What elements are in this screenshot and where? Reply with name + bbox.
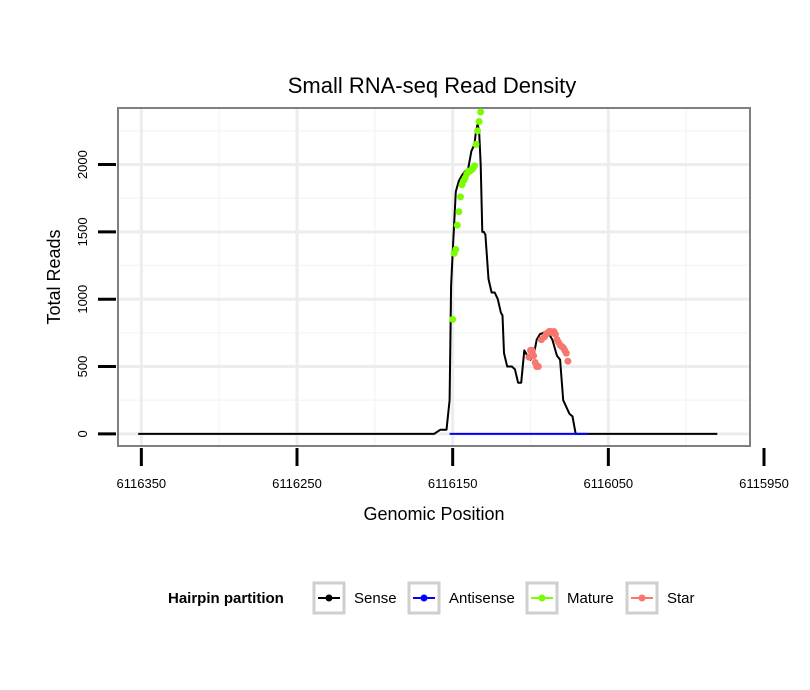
- y-tick-label: 0: [75, 430, 90, 437]
- mature-point: [471, 162, 478, 170]
- legend-item-mature: Mature: [525, 581, 614, 615]
- star-point: [551, 330, 559, 338]
- y-tick-label: 1500: [75, 217, 90, 246]
- x-tick-label: 6116050: [584, 476, 634, 491]
- legend-key-point: [420, 594, 428, 602]
- y-axis-label: Total Reads: [44, 229, 64, 324]
- mature-point: [455, 208, 463, 216]
- star-point: [528, 346, 536, 354]
- legend-label: Sense: [354, 590, 397, 607]
- legend-label: Mature: [567, 590, 614, 607]
- mature-point: [477, 108, 485, 116]
- mature-point: [474, 127, 482, 135]
- mature-point: [472, 140, 480, 148]
- chart-title: Small RNA-seq Read Density: [288, 73, 577, 98]
- star-point: [562, 349, 570, 357]
- x-tick-label: 6116250: [272, 476, 322, 491]
- star-point: [564, 357, 572, 365]
- star-point: [530, 352, 538, 360]
- mature-point: [453, 221, 461, 229]
- mature-point: [449, 315, 457, 323]
- legend-key-point: [638, 594, 646, 602]
- y-tick-label: 500: [75, 356, 90, 378]
- star-point: [534, 363, 542, 370]
- sense-line: [138, 123, 718, 435]
- legend-item-sense: Sense: [312, 581, 397, 615]
- mature-point: [457, 193, 464, 201]
- legend-item-star: Star: [625, 581, 695, 615]
- legend-item-antisense: Antisense: [407, 581, 515, 615]
- legend-key-point: [325, 594, 333, 602]
- x-tick-label: 6116150: [428, 476, 478, 491]
- legend-key-point: [538, 594, 546, 602]
- x-tick-label: 6115950: [739, 476, 789, 491]
- axes: 6116350 6116250 6116150 6116050 6115950 0 500 1…: [75, 150, 789, 491]
- mature-point: [452, 245, 460, 253]
- x-tick-label: 6116350: [117, 476, 167, 491]
- legend-title: Hairpin partition: [168, 590, 284, 607]
- data-series: [138, 108, 718, 435]
- x-axis-label: Genomic Position: [363, 504, 504, 524]
- legend: Hairpin partition Sense Antisense Mature St…: [168, 581, 695, 615]
- gridlines: [118, 108, 750, 446]
- legend-label: Antisense: [449, 590, 515, 607]
- y-tick-label: 2000: [75, 150, 90, 179]
- mature-point: [475, 118, 483, 125]
- legend-label: Star: [667, 590, 695, 607]
- y-tick-label: 1000: [75, 285, 90, 314]
- plot-panel-border: [117, 107, 751, 447]
